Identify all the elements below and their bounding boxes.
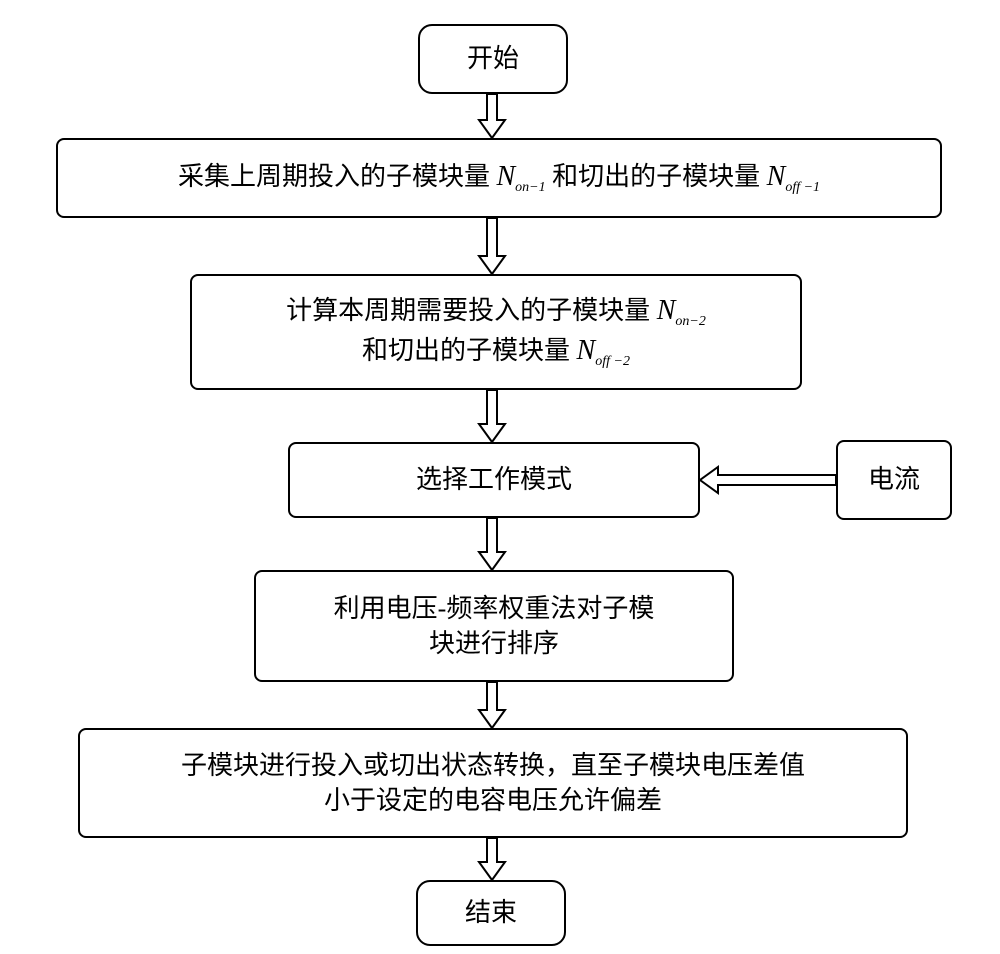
edge-switch-to-end [479,838,505,880]
node-switch: 子模块进行投入或切出状态转换，直至子模块电压差值小于设定的电容电压允许偏差 [78,728,908,838]
node-collect: 采集上周期投入的子模块量 Non−1 和切出的子模块量 Noff −1 [56,138,942,218]
flowchart-canvas: 开始采集上周期投入的子模块量 Non−1 和切出的子模块量 Noff −1 计算本… [0,0,1000,954]
node-start: 开始 [418,24,568,94]
node-sort: 利用电压-频率权重法对子模块进行排序 [254,570,734,682]
node-compute: 计算本周期需要投入的子模块量 Non−2和切出的子模块量 Noff −2 [190,274,802,390]
edge-collect-to-compute [479,218,505,274]
edge-sort-to-switch [479,682,505,728]
node-current: 电流 [836,440,952,520]
node-mode: 选择工作模式 [288,442,700,518]
edge-mode-to-sort [479,518,505,570]
edge-compute-to-mode [479,390,505,442]
edge-start-to-collect [479,94,505,138]
node-end: 结束 [416,880,566,946]
edge-current-to-mode [700,467,836,493]
